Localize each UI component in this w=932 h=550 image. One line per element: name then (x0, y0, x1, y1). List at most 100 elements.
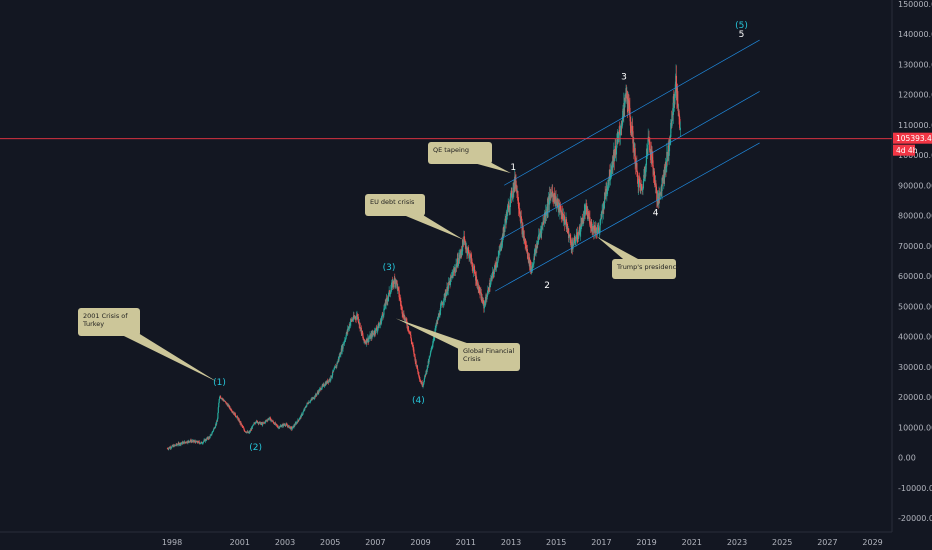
candle-body (307, 403, 309, 405)
candle-body (428, 358, 430, 363)
candle-body (576, 232, 578, 239)
candle-body (242, 426, 244, 428)
candle-body (205, 440, 207, 441)
candle-body (412, 344, 414, 346)
x-axis[interactable]: 1998 2001 2003 2005 2007 2009 2011 2013 2015 2017… (162, 538, 883, 547)
candle-body (487, 290, 489, 296)
candle-body (381, 314, 383, 318)
candle-body (346, 329, 349, 333)
candle-body (472, 269, 475, 272)
candle-body (467, 249, 469, 252)
candle-body (353, 315, 355, 318)
callout-text: Global Financial (463, 347, 514, 355)
candle-body (323, 385, 325, 387)
candle-body (535, 248, 537, 252)
candle-body (249, 431, 251, 432)
candle-body (300, 414, 302, 418)
candle-body (291, 428, 293, 430)
candle-body (343, 341, 345, 343)
candle-body (653, 174, 655, 176)
candle-body (497, 256, 499, 261)
candle-body (250, 429, 252, 431)
candle-body (307, 403, 309, 404)
callout-box[interactable] (458, 343, 520, 371)
candle-body (170, 447, 172, 449)
candle-body (252, 424, 254, 426)
candle-body (573, 237, 575, 246)
candle-body (358, 321, 360, 324)
candle-body (178, 442, 180, 444)
candle-body (389, 293, 392, 295)
candle-body (258, 422, 260, 424)
candle-body (501, 242, 503, 246)
candle-body (305, 406, 307, 408)
candle-body (264, 421, 266, 423)
candle-body (468, 257, 471, 259)
callout-box[interactable] (428, 142, 492, 164)
candle-body (297, 419, 299, 421)
candle-body (228, 404, 230, 408)
candle-body (506, 208, 508, 217)
callout-text: Trump's presidency (616, 263, 680, 271)
candle-body (311, 398, 313, 400)
candle-body (624, 100, 626, 107)
candle-body (666, 151, 668, 167)
candle-body (464, 240, 466, 246)
callout-box[interactable] (78, 308, 140, 336)
candle-body (324, 385, 326, 387)
callout-box[interactable] (612, 259, 676, 279)
candle-body (240, 422, 242, 425)
candle-body (610, 172, 612, 177)
candle-body (527, 252, 529, 261)
candle-body (617, 134, 619, 139)
candle-body (187, 440, 189, 443)
candle-body (225, 402, 227, 404)
candle-body (274, 422, 276, 425)
candle-body (562, 214, 565, 221)
candle-body (486, 296, 488, 300)
candle-body (642, 188, 644, 190)
candle-body (265, 420, 267, 422)
candle-body (325, 382, 327, 385)
x-tick-label: 2027 (817, 538, 837, 547)
candle-body (511, 196, 513, 198)
candle-body (485, 296, 487, 299)
candle-body (230, 410, 232, 411)
candle-body (236, 416, 239, 418)
candle-body (466, 247, 468, 254)
candle-body (677, 107, 679, 112)
candle-body (199, 443, 202, 444)
candle-body (640, 184, 642, 186)
candle-body (312, 397, 315, 399)
candle-body (421, 382, 423, 386)
candle-body (469, 254, 471, 258)
callout-text: Crisis (463, 355, 481, 363)
candle-body (589, 217, 591, 226)
candle-body (348, 324, 351, 328)
wave-label: (1) (213, 378, 226, 388)
candle-body (426, 365, 428, 370)
candle-body (276, 425, 279, 427)
candle-body (673, 96, 675, 100)
candle-body (313, 398, 315, 399)
candle-body (608, 179, 610, 184)
candle-body (618, 133, 620, 135)
candle-body (436, 318, 438, 322)
candle-body (456, 263, 458, 268)
candle-body (629, 107, 631, 117)
candle-body (622, 108, 624, 117)
candle-body (368, 337, 371, 339)
candle-body (441, 302, 443, 304)
candle-body (563, 214, 565, 216)
candle-body (522, 228, 524, 231)
candle-body (191, 441, 193, 442)
candle-body (312, 398, 314, 400)
candle-body (396, 280, 398, 284)
candle-body (177, 444, 179, 446)
candle-body (189, 441, 191, 442)
candle-body (665, 166, 668, 169)
candle-body (504, 219, 506, 225)
candle-body (438, 313, 441, 316)
callout-box[interactable] (365, 194, 425, 216)
